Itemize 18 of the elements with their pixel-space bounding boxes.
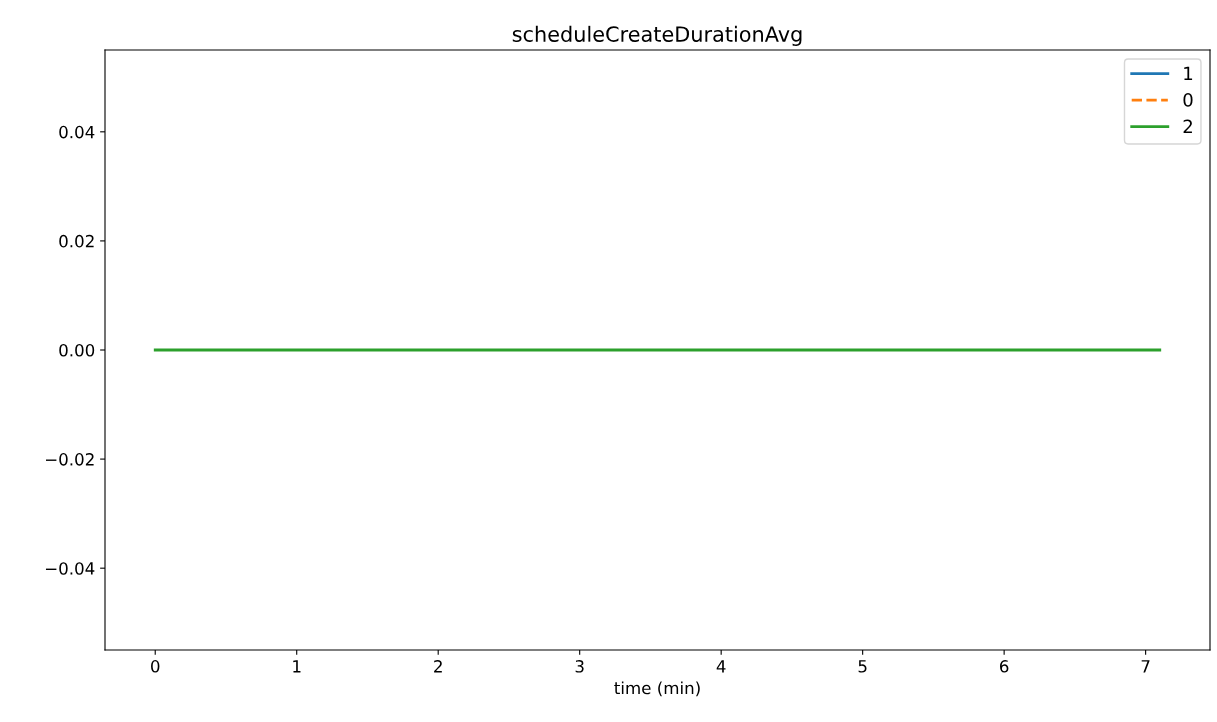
y-tick-label: 0.04: [59, 125, 95, 139]
legend-label: 1: [1184, 66, 1193, 80]
y-tick-label: 0.00: [59, 343, 95, 357]
chart-title: scheduleCreateDurationAvg: [512, 25, 802, 46]
x-tick-label: 6: [1000, 660, 1009, 673]
y-tick-label: −0.02: [45, 453, 94, 466]
y-tick-label: 0.02: [59, 234, 94, 248]
x-tick-label: 1: [293, 660, 301, 673]
x-tick-label: 4: [716, 660, 726, 673]
x-tick-label: 7: [1141, 660, 1150, 673]
x-axis-title: time (min): [614, 681, 700, 697]
legend-label: 0: [1183, 93, 1193, 107]
legend-label: 2: [1183, 119, 1192, 133]
x-tick-label: 5: [858, 660, 867, 673]
x-tick-label: 2: [434, 660, 442, 673]
x-tick-label: 0: [151, 660, 160, 673]
x-tick-label: 3: [575, 660, 584, 673]
y-tick-label: −0.04: [45, 562, 95, 575]
